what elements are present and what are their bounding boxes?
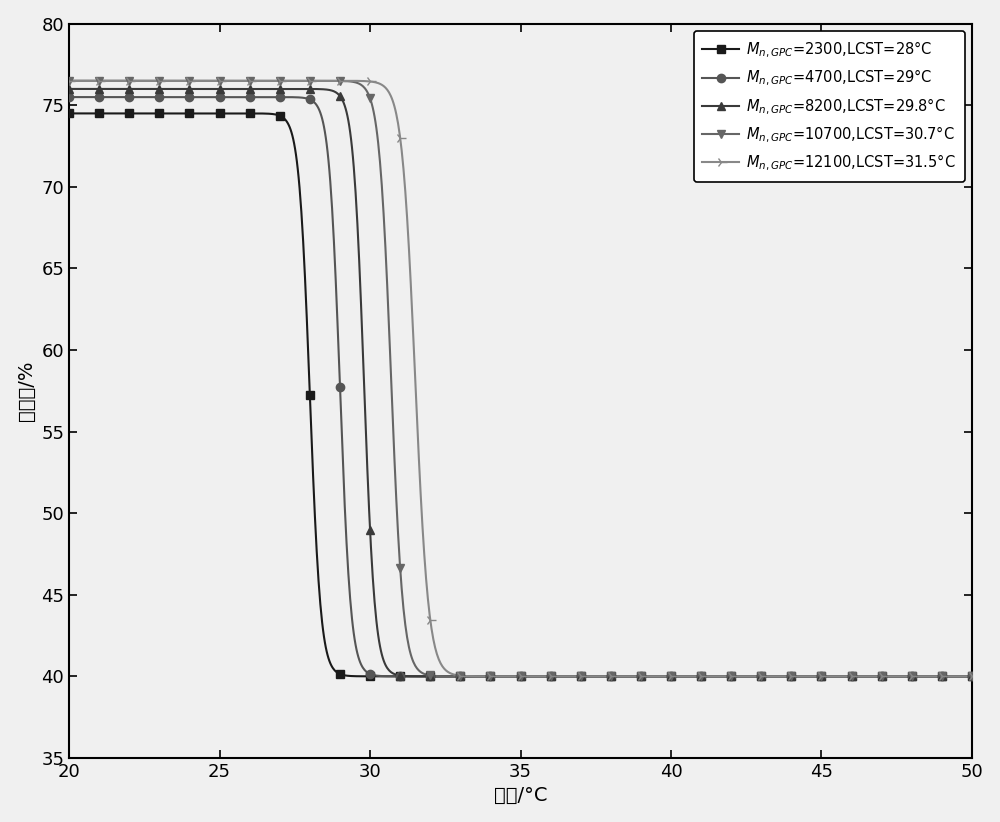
X-axis label: 温度/°C: 温度/°C — [494, 787, 547, 806]
Legend: $M_{n,GPC}$=2300,LCST=28°C, $M_{n,GPC}$=4700,LCST=29°C, $M_{n,GPC}$=8200,LCST=29: $M_{n,GPC}$=2300,LCST=28°C, $M_{n,GPC}$=… — [694, 31, 965, 182]
Y-axis label: 透过率/%: 透过率/% — [17, 361, 36, 421]
